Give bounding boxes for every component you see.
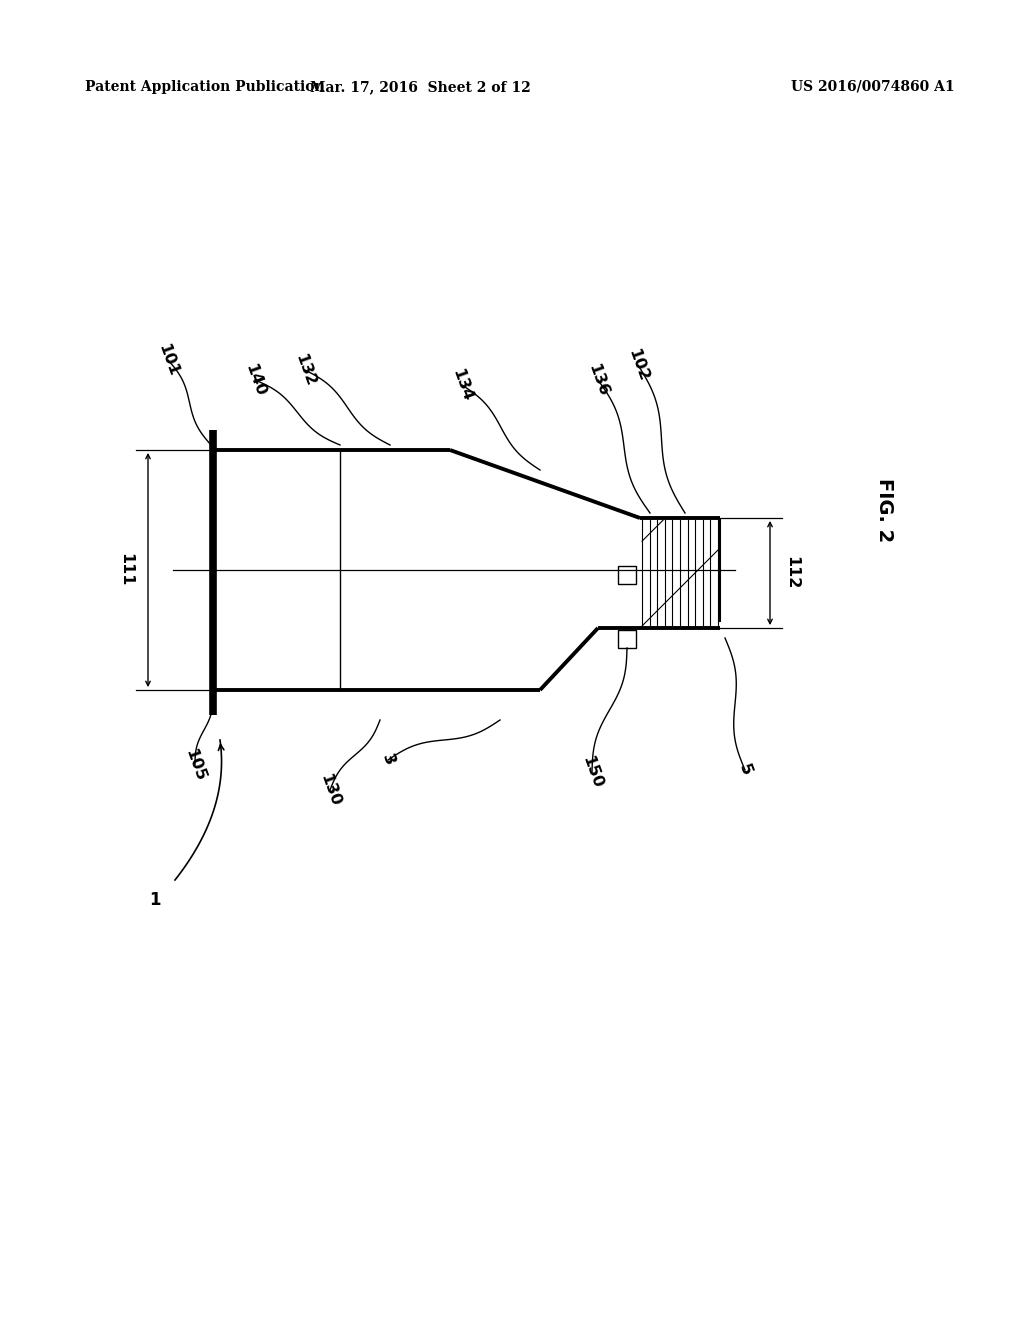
Text: 102: 102 (626, 347, 651, 383)
Text: 105: 105 (182, 747, 208, 783)
Text: 1: 1 (150, 891, 161, 909)
Text: 150: 150 (580, 754, 605, 791)
Text: Mar. 17, 2016  Sheet 2 of 12: Mar. 17, 2016 Sheet 2 of 12 (309, 81, 530, 94)
Text: 111: 111 (119, 553, 133, 586)
Text: 132: 132 (292, 351, 317, 388)
Text: 136: 136 (586, 362, 610, 399)
Text: 112: 112 (784, 556, 800, 590)
Text: Patent Application Publication: Patent Application Publication (85, 81, 325, 94)
Bar (618, 566, 636, 583)
Text: 101: 101 (156, 342, 181, 379)
Text: 5: 5 (736, 762, 754, 777)
Text: 3: 3 (379, 752, 397, 768)
Text: 130: 130 (317, 772, 343, 808)
Text: US 2016/0074860 A1: US 2016/0074860 A1 (792, 81, 955, 94)
Text: 140: 140 (243, 362, 267, 399)
Text: FIG. 2: FIG. 2 (874, 478, 894, 543)
Bar (618, 630, 636, 648)
Text: 134: 134 (450, 367, 475, 403)
